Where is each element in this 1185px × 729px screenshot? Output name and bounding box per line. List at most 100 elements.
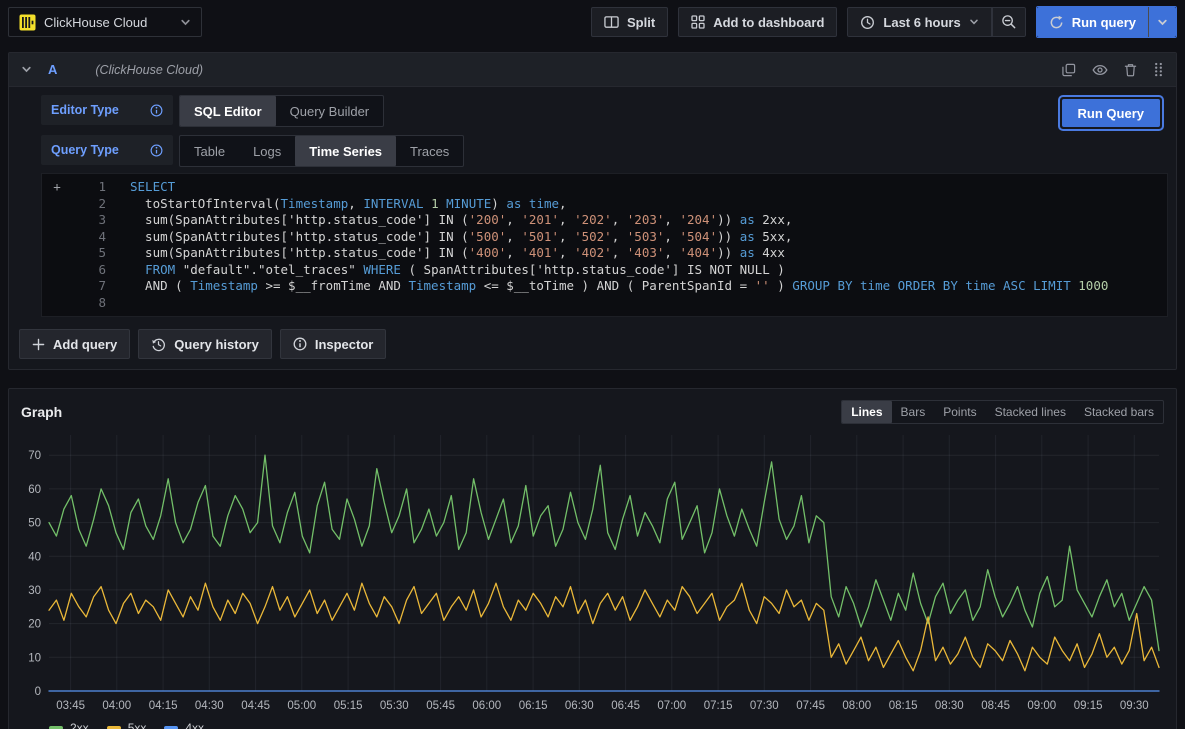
datasource-name: ClickHouse Cloud: [44, 15, 147, 30]
svg-text:70: 70: [28, 450, 41, 462]
svg-text:07:00: 07:00: [657, 700, 686, 712]
apps-grid-icon: [691, 15, 705, 29]
clock-icon: [860, 15, 875, 30]
svg-text:03:45: 03:45: [56, 700, 85, 712]
explore-toolbar: ClickHouse Cloud Split Add to dashboard …: [0, 0, 1185, 44]
line-number-gutter: 8: [42, 295, 110, 312]
chevron-down-icon: [180, 17, 191, 28]
line-number-gutter: 2: [42, 196, 110, 213]
svg-text:09:15: 09:15: [1074, 700, 1103, 712]
option-stacked-bars[interactable]: Stacked bars: [1075, 401, 1163, 423]
query-history-button[interactable]: Query history: [138, 329, 272, 359]
svg-text:08:30: 08:30: [935, 700, 964, 712]
run-query-button[interactable]: Run query: [1037, 7, 1148, 37]
zoom-out-time-button[interactable]: [992, 7, 1026, 37]
option-traces[interactable]: Traces: [396, 136, 463, 166]
duplicate-query-icon[interactable]: [1062, 63, 1076, 77]
legend-label: 5xx: [128, 721, 147, 729]
svg-text:10: 10: [28, 652, 41, 664]
svg-text:07:45: 07:45: [796, 700, 825, 712]
line-number-gutter: 7: [42, 278, 110, 295]
query-row-header[interactable]: A (ClickHouse Cloud): [9, 53, 1176, 87]
svg-text:08:00: 08:00: [842, 700, 871, 712]
info-circle-icon[interactable]: [150, 144, 163, 157]
query-ref-id: A: [48, 62, 57, 77]
code-line: 5 sum(SpanAttributes['http.status_code']…: [42, 245, 1167, 262]
svg-text:05:45: 05:45: [426, 700, 455, 712]
svg-text:0: 0: [35, 686, 41, 698]
info-circle-icon[interactable]: [150, 104, 163, 117]
editor-type-label: Editor Type: [51, 103, 119, 117]
code-line: +1SELECT: [42, 179, 1167, 196]
query-type-radio-group: TableLogsTime SeriesTraces: [179, 135, 464, 167]
run-query-button-group: Run query: [1036, 6, 1177, 38]
option-bars[interactable]: Bars: [892, 401, 935, 423]
option-points[interactable]: Points: [934, 401, 985, 423]
legend-item-5xx[interactable]: 5xx: [107, 721, 147, 729]
add-query-button[interactable]: Add query: [19, 329, 130, 359]
graph-panel: Graph LinesBarsPointsStacked linesStacke…: [8, 388, 1177, 729]
timeseries-chart[interactable]: 01020304050607003:4504:0004:1504:3004:45…: [21, 425, 1166, 717]
code-line: 7 AND ( Timestamp >= $__fromTime AND Tim…: [42, 278, 1167, 295]
svg-text:05:15: 05:15: [334, 700, 363, 712]
line-number-gutter: 6: [42, 262, 110, 279]
editor-add-line-icon[interactable]: +: [42, 179, 72, 196]
run-query-focus-ring: Run Query: [1058, 95, 1164, 131]
drag-handle-icon[interactable]: [1153, 62, 1164, 77]
time-range-group: Last 6 hours: [847, 7, 1025, 37]
svg-text:04:15: 04:15: [149, 700, 178, 712]
legend-item-2xx[interactable]: 2xx: [49, 721, 89, 729]
svg-text:60: 60: [28, 484, 41, 496]
plus-icon: [32, 338, 45, 351]
option-logs[interactable]: Logs: [239, 136, 295, 166]
svg-text:05:00: 05:00: [287, 700, 316, 712]
split-button[interactable]: Split: [591, 7, 668, 37]
option-time-series[interactable]: Time Series: [295, 136, 396, 166]
delete-query-trash-icon[interactable]: [1124, 63, 1137, 77]
svg-text:04:45: 04:45: [241, 700, 270, 712]
option-table[interactable]: Table: [180, 136, 239, 166]
line-number-gutter: 3: [42, 212, 110, 229]
legend-label: 4xx: [185, 721, 204, 729]
sync-icon: [1049, 15, 1064, 30]
svg-text:05:30: 05:30: [380, 700, 409, 712]
svg-text:08:15: 08:15: [889, 700, 918, 712]
option-stacked-lines[interactable]: Stacked lines: [986, 401, 1075, 423]
chart-legend: 2xx 5xx 4xx: [49, 721, 1164, 729]
svg-text:30: 30: [28, 585, 41, 597]
legend-item-4xx[interactable]: 4xx: [164, 721, 204, 729]
editor-type-radio-group: SQL EditorQuery Builder: [179, 95, 384, 127]
inspector-label: Inspector: [315, 337, 374, 352]
run-query-dropdown-toggle[interactable]: [1149, 7, 1176, 37]
datasource-picker[interactable]: ClickHouse Cloud: [8, 7, 202, 37]
panel-run-query-button[interactable]: Run Query: [1062, 99, 1160, 127]
inspector-button[interactable]: Inspector: [280, 329, 387, 359]
svg-text:20: 20: [28, 619, 41, 631]
line-number-gutter: 4: [42, 229, 110, 246]
legend-label: 2xx: [70, 721, 89, 729]
add-query-label: Add query: [53, 337, 117, 352]
add-to-dashboard-label: Add to dashboard: [713, 15, 824, 30]
option-query-builder[interactable]: Query Builder: [276, 96, 383, 126]
toggle-visibility-eye-icon[interactable]: [1092, 63, 1108, 77]
add-to-dashboard-button[interactable]: Add to dashboard: [678, 7, 837, 37]
graph-style-radio-group: LinesBarsPointsStacked linesStacked bars: [841, 400, 1164, 424]
chevron-down-icon: [969, 17, 979, 27]
svg-text:40: 40: [28, 551, 41, 563]
line-number-gutter: +1: [42, 179, 110, 196]
split-icon: [604, 15, 619, 29]
svg-text:50: 50: [28, 518, 41, 530]
svg-text:04:00: 04:00: [102, 700, 131, 712]
sql-code-editor[interactable]: +1SELECT2 toStartOfInterval(Timestamp, I…: [41, 173, 1168, 317]
graph-panel-title: Graph: [21, 404, 62, 420]
code-line: 6 FROM "default"."otel_traces" WHERE ( S…: [42, 262, 1167, 279]
query-type-label-box: Query Type: [41, 135, 173, 165]
time-range-picker[interactable]: Last 6 hours: [847, 7, 991, 37]
collapse-chevron-icon[interactable]: [21, 64, 32, 75]
info-circle-icon: [293, 337, 307, 351]
option-lines[interactable]: Lines: [842, 401, 891, 423]
code-line: 3 sum(SpanAttributes['http.status_code']…: [42, 212, 1167, 229]
history-icon: [151, 337, 166, 352]
option-sql-editor[interactable]: SQL Editor: [180, 96, 276, 126]
run-query-label: Run query: [1072, 15, 1136, 30]
